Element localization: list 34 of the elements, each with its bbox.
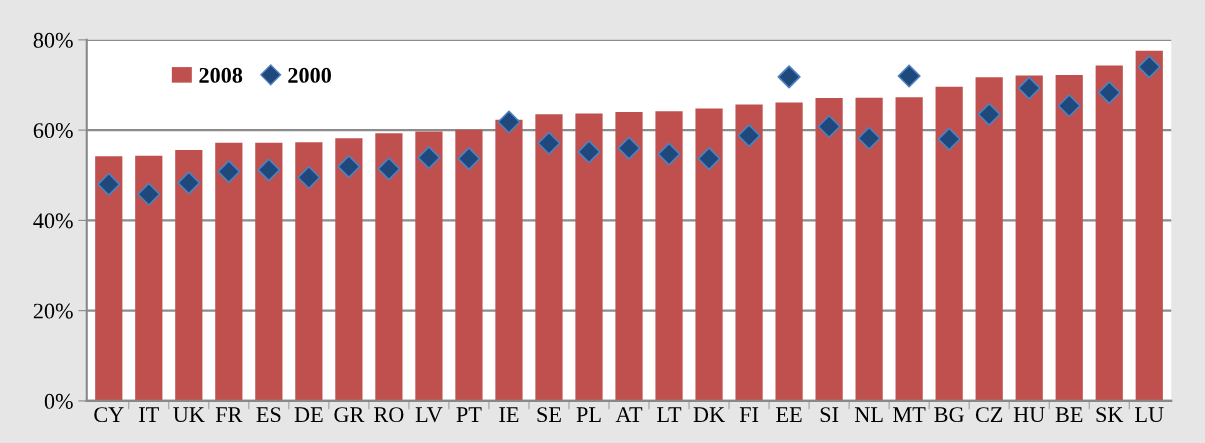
x-tick-label: LU <box>1135 407 1164 423</box>
y-tick-label: 60% <box>33 123 73 139</box>
x-tick-label: BE <box>1055 407 1083 422</box>
legend-label: 2000 <box>288 67 331 83</box>
x-tick-label: UK <box>173 407 205 423</box>
x-tick-label: FR <box>215 407 243 422</box>
x-tick-label: SI <box>820 407 839 423</box>
x-tick-label: RO <box>374 407 404 423</box>
x-tick-label: CY <box>94 407 124 423</box>
x-tick-label: HU <box>1013 407 1045 423</box>
y-tick-label: 80% <box>33 32 73 48</box>
x-tick-label: EE <box>776 407 802 422</box>
y-tick-label: 20% <box>33 303 73 319</box>
x-tick-label: FI <box>739 407 759 422</box>
x-tick-label: DK <box>693 407 725 422</box>
legend-label: 2008 <box>199 67 243 83</box>
x-tick-label: LT <box>657 407 682 422</box>
x-tick-label: AT <box>615 407 643 422</box>
x-tick-label: PT <box>456 407 482 422</box>
x-tick-label: MT <box>893 407 926 422</box>
y-tick-label: 0% <box>44 393 73 409</box>
x-tick-label: LV <box>415 407 443 423</box>
x-tick-label: ES <box>256 407 281 423</box>
y-tick-label: 40% <box>33 213 73 229</box>
x-tick-label: PL <box>576 407 601 422</box>
x-tick-label: CZ <box>975 407 1003 423</box>
x-tick-label: DE <box>294 407 323 422</box>
x-tick-label: SK <box>1096 407 1124 423</box>
x-tick-label: NL <box>854 407 883 422</box>
x-tick-label: GR <box>334 407 365 423</box>
x-tick-label: BG <box>934 407 964 423</box>
x-tick-label: IT <box>139 407 159 422</box>
x-tick-label: SE <box>537 407 561 423</box>
x-tick-label: IE <box>499 407 519 422</box>
